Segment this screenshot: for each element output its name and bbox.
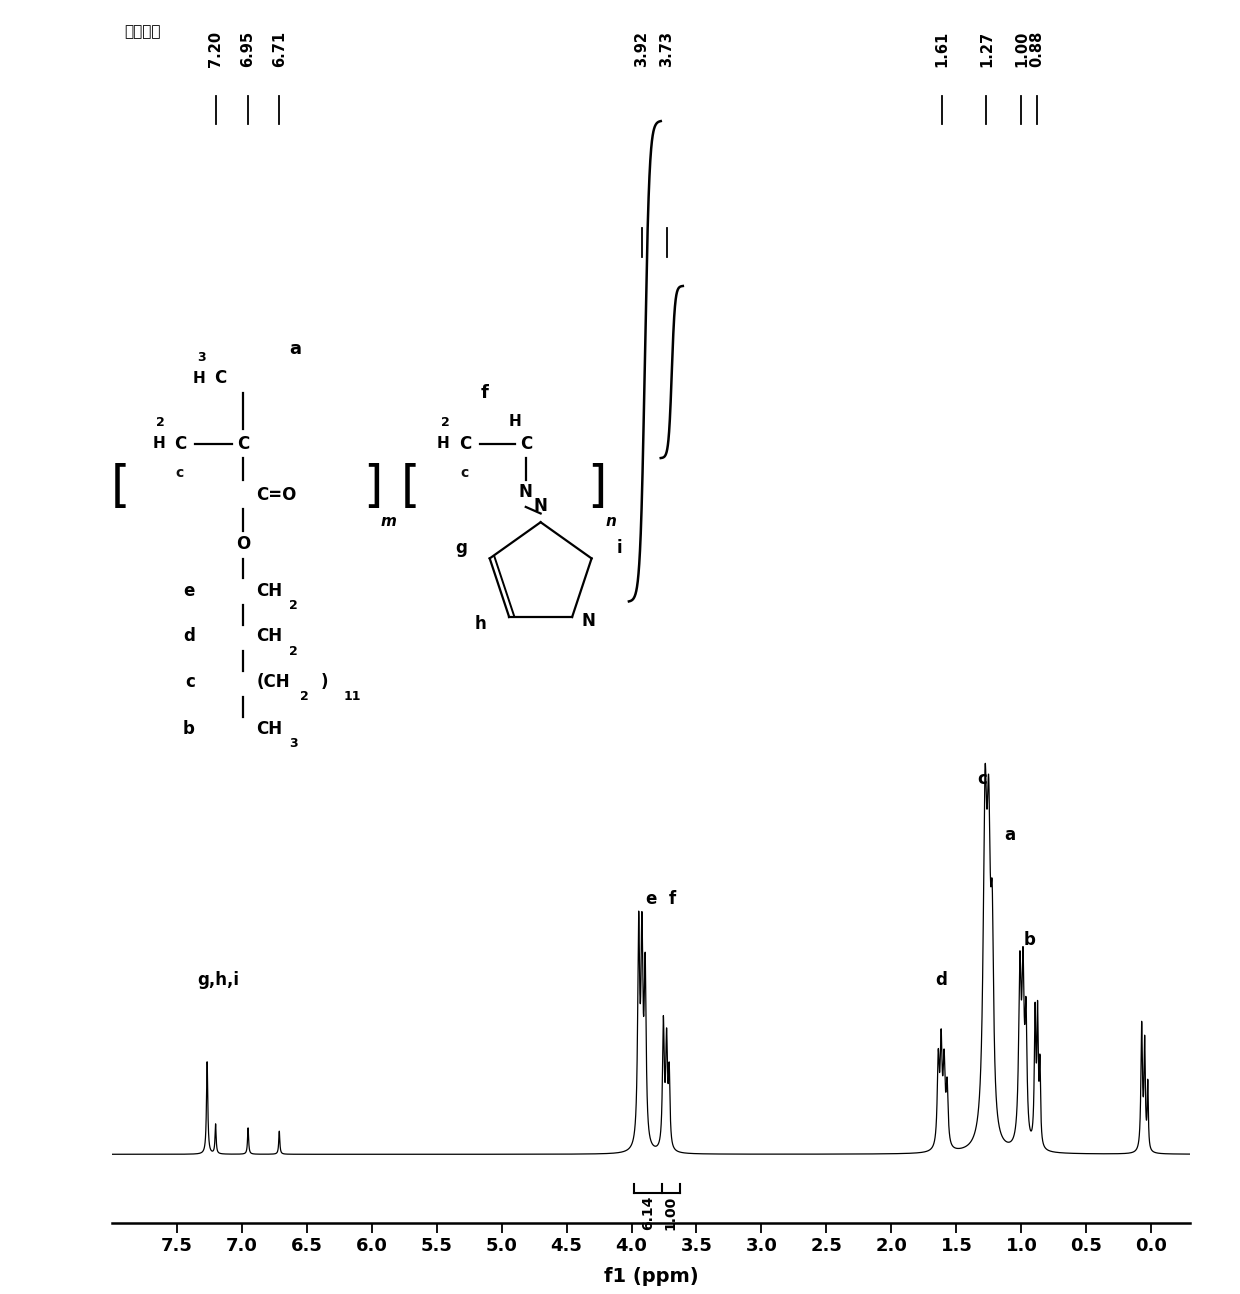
Text: 2: 2	[289, 599, 298, 612]
Text: 3: 3	[289, 738, 298, 751]
Text: CH: CH	[257, 581, 283, 599]
Text: N: N	[518, 484, 533, 501]
Text: 6.95: 6.95	[241, 31, 255, 67]
Text: c: c	[977, 770, 987, 788]
Text: 1.61: 1.61	[935, 31, 950, 67]
Text: C=O: C=O	[257, 485, 296, 503]
Text: m: m	[381, 514, 396, 529]
Text: b: b	[182, 719, 195, 738]
Text: 2: 2	[441, 417, 450, 430]
Text: N: N	[533, 497, 548, 515]
Text: H: H	[153, 436, 165, 452]
Text: ]: ]	[587, 463, 606, 511]
Text: H: H	[438, 436, 450, 452]
Text: C: C	[174, 435, 186, 453]
Text: ]: ]	[363, 463, 383, 511]
Text: d: d	[935, 970, 947, 989]
Text: 3.92: 3.92	[635, 31, 650, 67]
Text: C: C	[520, 435, 532, 453]
Text: c: c	[460, 466, 469, 480]
Text: 2: 2	[300, 691, 309, 704]
Text: [: [	[401, 463, 420, 511]
Text: H: H	[193, 370, 206, 386]
Text: [: [	[110, 463, 130, 511]
Text: 1.27: 1.27	[978, 31, 993, 67]
Text: n: n	[606, 514, 616, 529]
Text: g: g	[455, 538, 467, 556]
Text: e: e	[184, 581, 195, 599]
Text: e  f: e f	[646, 890, 677, 908]
Text: 2: 2	[289, 644, 298, 657]
Text: i: i	[618, 538, 622, 556]
X-axis label: f1 (ppm): f1 (ppm)	[604, 1267, 698, 1285]
Text: 3: 3	[197, 351, 206, 364]
Text: 7.20: 7.20	[208, 31, 223, 67]
Text: h: h	[475, 615, 487, 633]
Text: ): )	[321, 673, 329, 691]
Text: 11: 11	[343, 691, 361, 704]
Text: H: H	[508, 414, 521, 430]
Text: 2: 2	[156, 417, 165, 430]
Text: C: C	[459, 435, 471, 453]
Text: 1.00: 1.00	[1014, 31, 1029, 67]
Text: 6.14: 6.14	[641, 1196, 655, 1229]
Text: d: d	[182, 628, 195, 646]
Text: c: c	[185, 673, 195, 691]
Text: N: N	[582, 612, 595, 630]
Text: (CH: (CH	[257, 673, 290, 691]
Text: 1.00: 1.00	[663, 1196, 678, 1229]
Text: b: b	[1023, 930, 1035, 949]
Text: 6.71: 6.71	[272, 31, 286, 67]
Text: 3.73: 3.73	[660, 31, 675, 67]
Text: 0.88: 0.88	[1029, 31, 1044, 67]
Text: a: a	[289, 340, 301, 358]
Text: CH: CH	[257, 628, 283, 646]
Text: g,h,i: g,h,i	[197, 970, 239, 989]
Text: 氘代氯仿: 氘代氯仿	[124, 23, 161, 39]
Text: f: f	[481, 383, 489, 401]
Text: c: c	[176, 466, 184, 480]
Text: C: C	[237, 435, 249, 453]
Text: CH: CH	[257, 719, 283, 738]
Text: O: O	[236, 534, 250, 553]
Text: C: C	[215, 369, 227, 387]
Text: a: a	[1004, 826, 1016, 844]
